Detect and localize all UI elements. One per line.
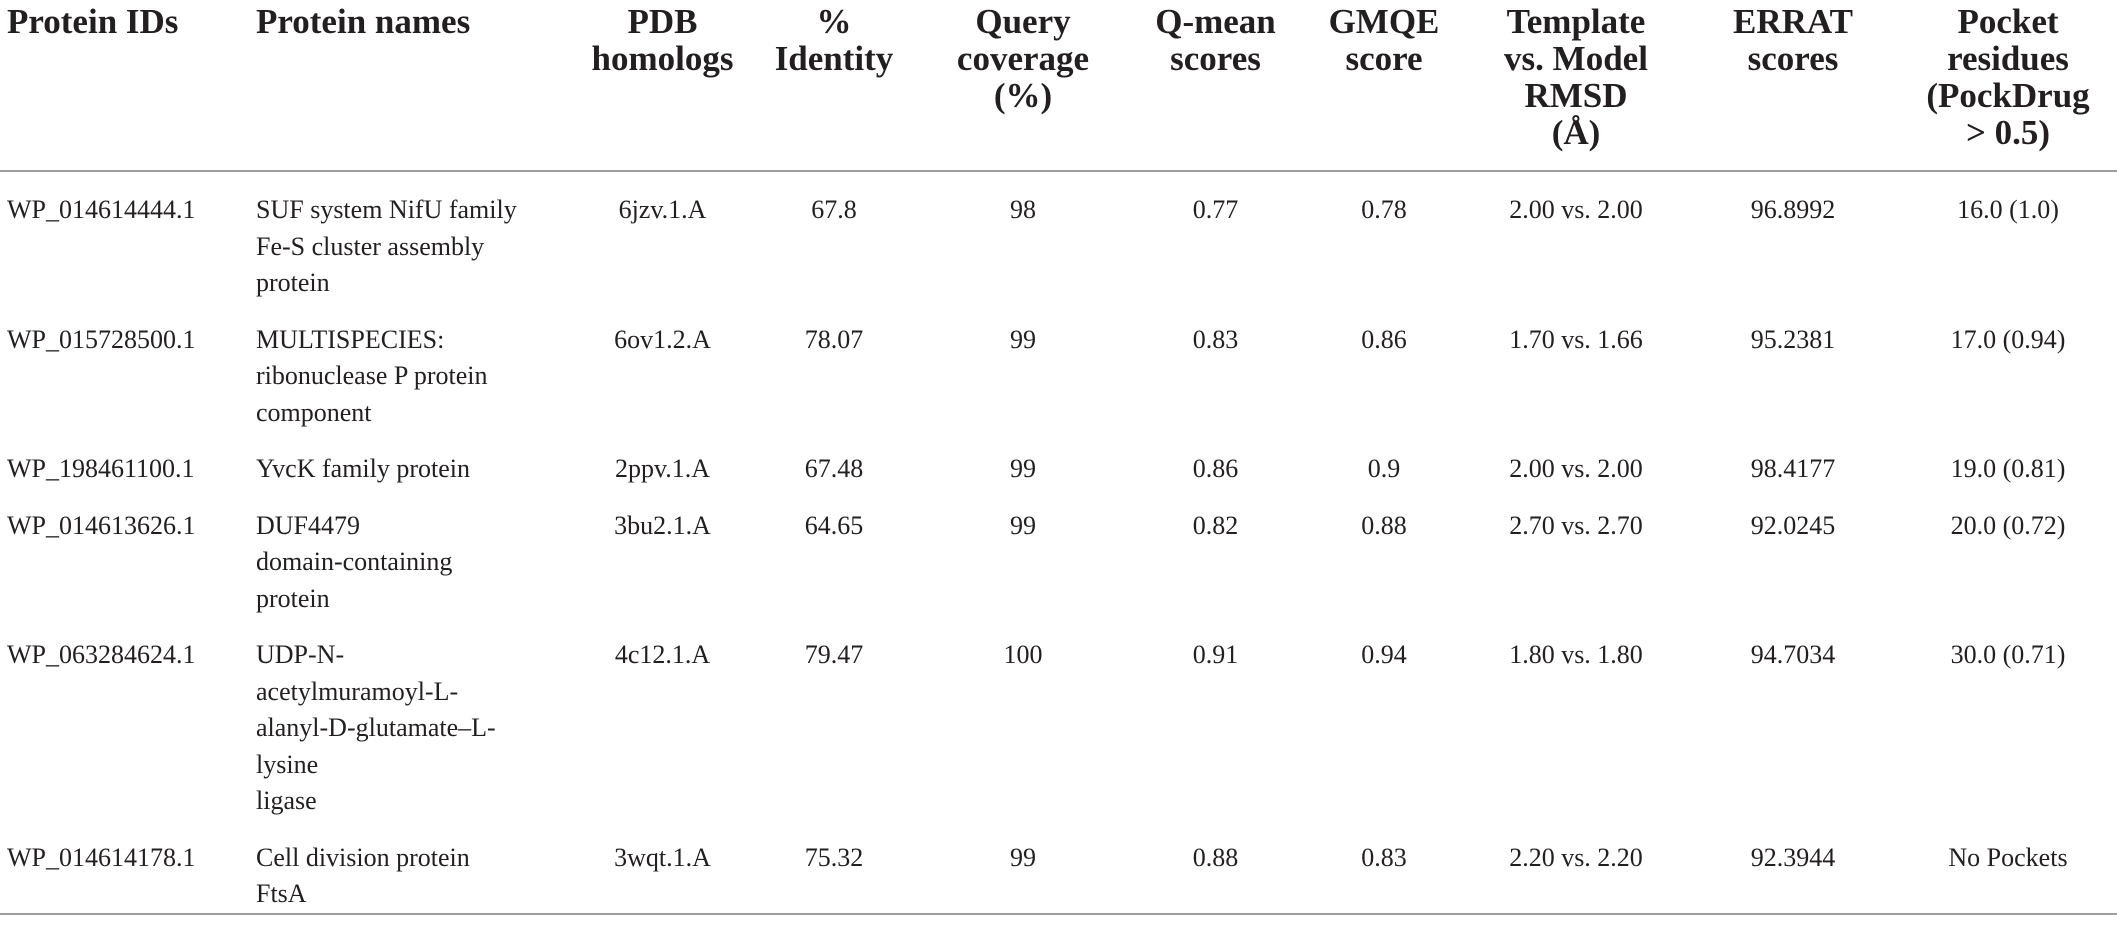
cell-identity: 67.8: [811, 195, 857, 224]
header-row: Protein IDs Protein names PDB homologs %…: [0, 0, 2117, 172]
table-row: WP_014614178.1 Cell division protein Fts…: [0, 819, 2117, 915]
header-pocket-residues: Pocket residues (PockDrug > 0.5): [1899, 0, 2117, 172]
cell-query-coverage: 99: [1010, 324, 1036, 354]
cell-identity: 78.07: [804, 324, 864, 354]
cell-rmsd: 2.20 vs. 2.20: [1465, 819, 1687, 915]
cell-qmean: 0.86: [1192, 454, 1239, 483]
cell-pocket: No Pockets: [1899, 819, 2117, 915]
protein-model-table-container: Protein IDs Protein names PDB homologs %…: [0, 0, 2117, 915]
cell-protein-name: UDP-N- acetylmuramoyl-L- alanyl-D-glutam…: [256, 640, 496, 815]
cell-errat: 92.0245: [1750, 510, 1836, 540]
cell-rmsd: 1.70 vs. 1.66: [1509, 324, 1643, 354]
cell-protein-id: WP_063284624.1: [7, 640, 196, 669]
cell-protein-id: WP_015728500.1: [7, 324, 196, 354]
table-row: WP_014614444.1 SUF system NifU family Fe…: [0, 171, 2117, 302]
header-query-coverage: Query coverage (%): [918, 0, 1128, 172]
cell-protein-name: MULTISPECIES: ribonuclease P protein com…: [256, 324, 488, 427]
cell-pdb-homolog: 2ppv.1.A: [614, 454, 711, 483]
cell-gmqe: 0.78: [1361, 195, 1407, 224]
header-qmean-scores: Q-mean scores: [1128, 0, 1303, 172]
cell-rmsd: 2.00 vs. 2.00: [1509, 195, 1643, 224]
cell-gmqe: 0.94: [1361, 640, 1407, 669]
cell-qmean: 0.77: [1192, 195, 1239, 224]
cell-query-coverage: 99: [918, 819, 1128, 915]
cell-pdb-homolog: 4c12.1.A: [614, 640, 711, 669]
cell-errat: 95.2381: [1750, 324, 1836, 354]
cell-errat: 92.3944: [1687, 819, 1899, 915]
cell-gmqe: 0.86: [1361, 324, 1407, 354]
cell-protein-name: YvcK family protein: [256, 454, 471, 483]
cell-pocket: 17.0 (0.94): [1950, 324, 2066, 354]
cell-pdb-homolog: 3wqt.1.A: [575, 819, 750, 915]
cell-gmqe: 0.9: [1367, 454, 1401, 483]
cell-protein-id: WP_014613626.1: [7, 510, 196, 540]
header-identity: % Identity: [750, 0, 918, 172]
cell-rmsd: 2.00 vs. 2.00: [1509, 454, 1643, 483]
cell-rmsd: 2.70 vs. 2.70: [1509, 510, 1643, 540]
header-gmqe-score: GMQE score: [1303, 0, 1465, 172]
cell-identity: 67.48: [804, 454, 864, 483]
cell-pdb-homolog: 3bu2.1.A: [614, 510, 711, 540]
cell-errat: 94.7034: [1750, 640, 1836, 669]
cell-rmsd: 1.80 vs. 1.80: [1509, 640, 1643, 669]
cell-identity: 79.47: [804, 640, 864, 669]
cell-protein-id: WP_014614178.1: [0, 819, 250, 915]
cell-pdb-homolog: 6ov1.2.A: [614, 324, 711, 354]
table-body: WP_014614444.1 SUF system NifU family Fe…: [0, 171, 2117, 915]
cell-pocket: 19.0 (0.81): [1950, 454, 2066, 483]
cell-identity: 75.32: [750, 819, 918, 915]
cell-protein-name: SUF system NifU family Fe-S cluster asse…: [256, 195, 517, 297]
cell-pocket: 30.0 (0.71): [1950, 640, 2066, 669]
cell-qmean: 0.82: [1192, 510, 1239, 540]
cell-protein-id: WP_198461100.1: [7, 454, 195, 483]
cell-qmean: 0.83: [1192, 324, 1239, 354]
header-pdb-homologs: PDB homologs: [575, 0, 750, 172]
table-row: WP_015728500.1 MULTISPECIES: ribonucleas…: [0, 302, 2117, 432]
cell-query-coverage: 99: [1010, 510, 1036, 540]
cell-errat: 98.4177: [1750, 454, 1836, 483]
cell-protein-name: DUF4479 domain-containing protein: [256, 510, 453, 613]
table-row: WP_063284624.1 UDP-N- acetylmuramoyl-L- …: [0, 617, 2117, 820]
cell-protein-id: WP_014614444.1: [7, 195, 196, 224]
header-rmsd: Template vs. Model RMSD (Å): [1465, 0, 1687, 172]
cell-pocket: 16.0 (1.0): [1957, 195, 2059, 224]
cell-pocket: 20.0 (0.72): [1950, 510, 2066, 540]
cell-query-coverage: 99: [1010, 454, 1036, 483]
cell-pdb-homolog: 6jzv.1.A: [618, 195, 707, 224]
cell-gmqe: 0.83: [1303, 819, 1465, 915]
cell-query-coverage: 100: [1003, 640, 1043, 669]
cell-identity: 64.65: [804, 510, 864, 540]
cell-qmean: 0.88: [1128, 819, 1303, 915]
table-row: WP_014613626.1 DUF4479 domain-containing…: [0, 488, 2117, 618]
cell-errat: 96.8992: [1750, 195, 1836, 224]
cell-qmean: 0.91: [1192, 640, 1239, 669]
header-protein-names: Protein names: [250, 0, 575, 172]
table-row: WP_198461100.1 YvcK family protein 2ppv.…: [0, 431, 2117, 488]
header-errat-scores: ERRAT scores: [1687, 0, 1899, 172]
protein-model-table: Protein IDs Protein names PDB homologs %…: [0, 0, 2117, 915]
table-header: Protein IDs Protein names PDB homologs %…: [0, 0, 2117, 172]
cell-gmqe: 0.88: [1361, 510, 1407, 540]
cell-protein-name: Cell division protein FtsA: [250, 819, 575, 915]
cell-query-coverage: 98: [1010, 195, 1036, 224]
header-protein-ids: Protein IDs: [0, 0, 250, 172]
